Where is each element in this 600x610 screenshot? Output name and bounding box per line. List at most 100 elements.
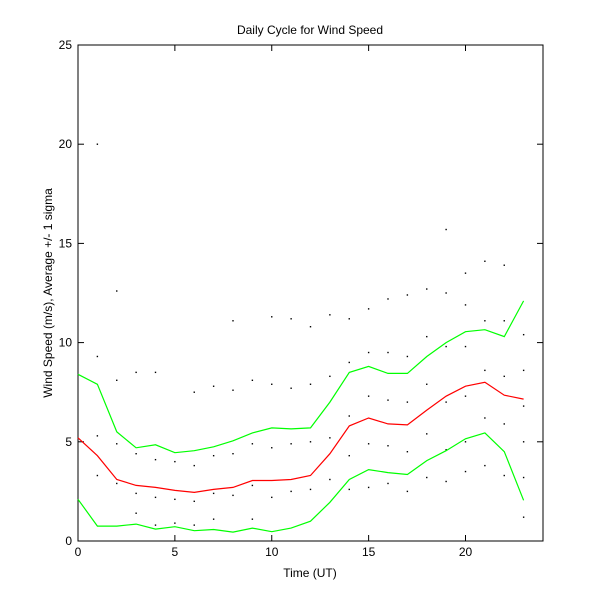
data-point [387,445,389,447]
data-point [290,387,292,389]
series-lines [77,300,525,533]
data-point [232,389,234,391]
data-point [193,391,195,393]
data-point [96,355,99,358]
data-point [290,490,292,493]
data-point [503,264,505,266]
y-tick-label: 5 [65,435,72,449]
data-point [154,371,157,374]
data-point [503,423,505,425]
upper-sigma-line [77,300,525,454]
data-point [445,228,447,231]
data-point [348,454,350,457]
data-point [406,294,409,296]
data-point [522,333,525,336]
data-point [271,447,273,449]
data-point [116,379,118,381]
y-tick-label: 10 [59,336,73,350]
data-point [503,320,505,322]
data-point [445,401,447,403]
data-point [154,524,157,526]
data-point [193,464,195,467]
data-point [135,453,137,455]
chart-title: Daily Cycle for Wind Speed [237,23,383,37]
data-point [174,498,176,501]
data-point [387,482,389,485]
data-point [271,496,273,499]
data-point [367,395,370,397]
data-point [464,395,467,397]
data-point [329,314,331,316]
data-point [251,443,254,445]
x-axis-label: Time (UT) [283,566,337,580]
lower-sigma-line [77,432,525,533]
data-point [522,441,525,443]
data-point [464,441,467,443]
data-point [96,474,99,477]
y-tick-label: 20 [59,137,73,151]
data-point [367,443,370,445]
data-point [96,143,99,145]
data-point [522,516,525,518]
data-point [329,437,331,439]
data-point [135,371,137,374]
data-point [271,316,273,318]
data-point [135,512,137,514]
data-point [348,361,350,364]
data-point [464,345,467,348]
data-point [329,375,331,378]
data-point [445,292,447,294]
data-point [503,474,505,477]
data-point [484,320,486,322]
data-point [135,492,137,495]
data-point [406,401,409,403]
data-point [426,335,428,338]
data-point [406,451,409,453]
data-point [426,433,428,435]
data-point [174,522,176,524]
y-tick-label: 0 [65,534,72,548]
data-point [426,288,428,290]
data-point [406,490,409,493]
data-point [116,482,118,485]
data-point [426,383,428,385]
data-point [367,486,370,489]
data-point [212,385,215,387]
data-point [426,476,428,479]
data-point [309,441,312,443]
data-point [290,443,292,445]
data-point [348,488,350,491]
data-point [251,379,254,381]
data-point [212,518,215,520]
data-point [522,405,525,407]
data-point [522,476,525,479]
data-point [154,496,157,499]
data-point [174,460,176,463]
data-point [464,470,467,473]
data-point [212,454,215,457]
data-point [193,500,195,503]
data-point [445,345,447,348]
data-point [367,351,370,354]
data-point [387,399,389,401]
average-line [77,381,524,494]
data-point [522,369,525,372]
y-tick-label: 15 [59,236,73,250]
data-point [406,355,409,358]
x-tick-label: 15 [362,545,376,559]
data-point [445,449,447,451]
data-point [251,518,254,520]
x-tick-label: 20 [459,545,473,559]
data-point [232,320,234,322]
data-point [387,351,389,354]
data-point [116,443,118,445]
data-point [116,290,118,292]
data-point [232,453,234,455]
y-axis-label: Wind Speed (m/s), Average +/- 1 sigma [41,188,55,398]
data-point [484,260,486,262]
data-point [445,480,447,483]
scatter-points [96,143,525,526]
data-point [484,417,486,419]
data-point [290,318,292,320]
